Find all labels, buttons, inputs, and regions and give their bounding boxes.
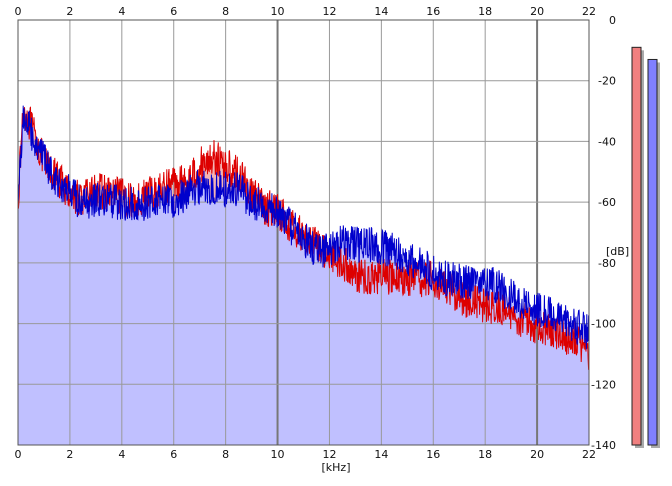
x-tick-label: 14 bbox=[374, 5, 388, 18]
x-tick-label: 10 bbox=[271, 448, 285, 461]
x-tick-label: 2 bbox=[66, 5, 73, 18]
x-axis-unit-label: [kHz] bbox=[322, 461, 351, 474]
y-tick-label: -40 bbox=[598, 135, 616, 148]
x-tick-label: 14 bbox=[374, 448, 388, 461]
x-tick-label: 22 bbox=[582, 5, 596, 18]
y-tick-label: -20 bbox=[598, 75, 616, 88]
x-tick-label: 4 bbox=[118, 448, 125, 461]
y-tick-label: -100 bbox=[591, 318, 616, 331]
x-tick-label: 16 bbox=[426, 448, 440, 461]
x-tick-labels-top: 0 2 4 6 8 10 12 14 16 18 20 22 bbox=[15, 5, 597, 18]
y-tick-label: -60 bbox=[598, 196, 616, 209]
series-lines bbox=[17, 105, 590, 370]
x-tick-label: 16 bbox=[426, 5, 440, 18]
x-tick-label: 12 bbox=[322, 448, 336, 461]
x-tick-label: 0 bbox=[15, 5, 22, 18]
x-tick-label: 10 bbox=[271, 5, 285, 18]
x-tick-label: 20 bbox=[530, 5, 544, 18]
x-tick-label: 12 bbox=[322, 5, 336, 18]
x-tick-label: 18 bbox=[478, 448, 492, 461]
y-tick-labels: 0 -20 -40 -60 -80 -100 -120 -140 bbox=[591, 14, 616, 452]
x-tick-label: 6 bbox=[170, 5, 177, 18]
y-tick-label: -140 bbox=[591, 439, 616, 452]
series-2-fill bbox=[18, 105, 589, 445]
y-tick-label: -80 bbox=[598, 257, 616, 270]
level-meters bbox=[631, 46, 660, 448]
y-tick-label: -120 bbox=[591, 378, 616, 391]
x-tick-label: 0 bbox=[15, 448, 22, 461]
x-tick-label: 4 bbox=[118, 5, 125, 18]
y-axis-unit-label: [dB] bbox=[606, 245, 629, 258]
x-tick-label: 18 bbox=[478, 5, 492, 18]
x-tick-label: 22 bbox=[582, 448, 596, 461]
series-1-line bbox=[17, 106, 590, 370]
x-tick-label: 8 bbox=[222, 448, 229, 461]
x-tick-label: 6 bbox=[170, 448, 177, 461]
x-tick-labels-bottom: 0 2 4 6 8 10 12 14 16 18 20 22 bbox=[15, 448, 597, 461]
x-tick-label: 2 bbox=[66, 448, 73, 461]
y-tick-label: 0 bbox=[609, 14, 616, 27]
x-tick-label: 20 bbox=[530, 448, 544, 461]
x-tick-label: 8 bbox=[222, 5, 229, 18]
plot-frame bbox=[17, 19, 590, 446]
series-2-line bbox=[17, 105, 590, 350]
level-meter-left bbox=[631, 46, 642, 446]
level-meter-right bbox=[647, 58, 658, 446]
